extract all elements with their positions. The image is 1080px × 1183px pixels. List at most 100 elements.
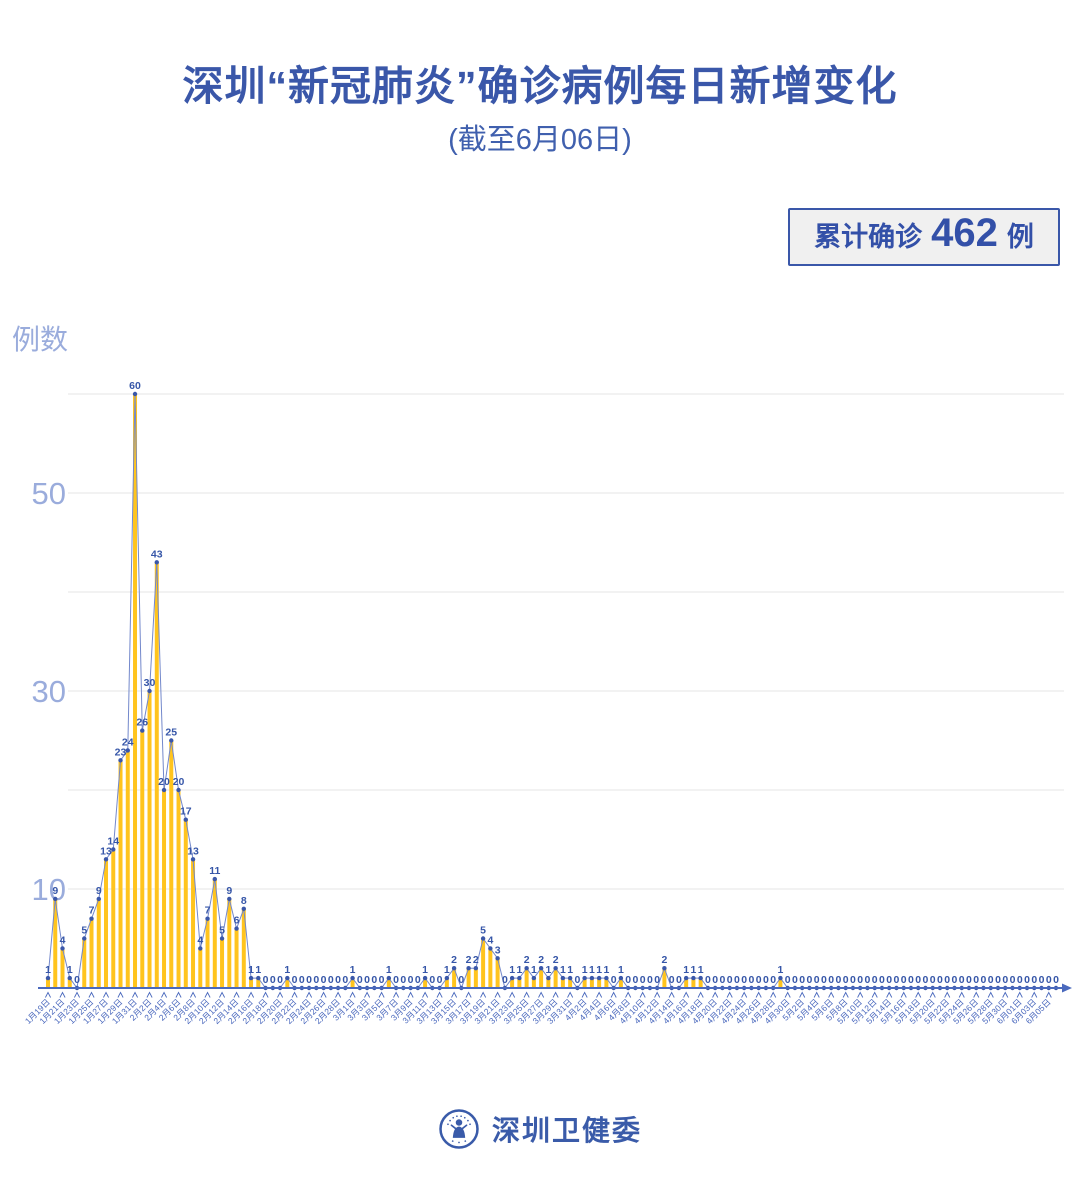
badge-unit: 例 xyxy=(1006,222,1034,252)
svg-text:1: 1 xyxy=(567,964,573,976)
svg-text:0: 0 xyxy=(306,974,312,986)
svg-text:1: 1 xyxy=(255,964,261,976)
svg-text:0: 0 xyxy=(821,974,827,986)
svg-text:0: 0 xyxy=(625,974,631,986)
badge-label: 累计确诊 xyxy=(814,222,923,252)
svg-text:0: 0 xyxy=(415,974,421,986)
svg-text:3: 3 xyxy=(495,944,501,956)
svg-text:7: 7 xyxy=(89,905,95,917)
svg-text:0: 0 xyxy=(705,974,711,986)
svg-text:50: 50 xyxy=(32,476,66,511)
svg-text:9: 9 xyxy=(96,885,102,897)
svg-text:1: 1 xyxy=(516,964,522,976)
svg-text:0: 0 xyxy=(879,974,885,986)
svg-text:30: 30 xyxy=(32,674,66,709)
svg-text:1: 1 xyxy=(618,964,624,976)
svg-text:0: 0 xyxy=(828,974,834,986)
svg-text:0: 0 xyxy=(437,974,443,986)
svg-text:0: 0 xyxy=(364,974,370,986)
svg-text:0: 0 xyxy=(901,974,907,986)
svg-text:0: 0 xyxy=(734,974,740,986)
svg-text:2: 2 xyxy=(451,954,457,966)
svg-text:0: 0 xyxy=(988,974,994,986)
svg-text:0: 0 xyxy=(1017,974,1023,986)
svg-text:0: 0 xyxy=(342,974,348,986)
shenzhen-health-commission-logo-icon xyxy=(439,1109,479,1149)
svg-text:1: 1 xyxy=(683,964,689,976)
svg-text:0: 0 xyxy=(1031,974,1037,986)
svg-text:0: 0 xyxy=(357,974,363,986)
gridlines xyxy=(68,393,1064,890)
svg-text:0: 0 xyxy=(785,974,791,986)
svg-text:0: 0 xyxy=(727,974,733,986)
svg-text:0: 0 xyxy=(574,974,580,986)
svg-text:24: 24 xyxy=(122,736,134,748)
value-labels: 1941057913142324602630432025201713471159… xyxy=(45,380,1059,986)
svg-text:0: 0 xyxy=(400,974,406,986)
svg-text:0: 0 xyxy=(611,974,617,986)
svg-text:13: 13 xyxy=(187,845,199,857)
svg-text:0: 0 xyxy=(843,974,849,986)
svg-text:0: 0 xyxy=(1010,974,1016,986)
svg-text:0: 0 xyxy=(1053,974,1059,986)
svg-text:8: 8 xyxy=(241,895,247,907)
svg-text:0: 0 xyxy=(770,974,776,986)
svg-text:9: 9 xyxy=(52,885,58,897)
svg-text:0: 0 xyxy=(263,974,269,986)
svg-text:1: 1 xyxy=(67,964,73,976)
svg-text:2: 2 xyxy=(473,954,479,966)
svg-text:0: 0 xyxy=(429,974,435,986)
svg-text:0: 0 xyxy=(408,974,414,986)
svg-text:0: 0 xyxy=(836,974,842,986)
footer: 深圳卫健委 xyxy=(0,1108,1080,1150)
svg-text:0: 0 xyxy=(923,974,929,986)
svg-text:0: 0 xyxy=(335,974,341,986)
svg-text:0: 0 xyxy=(669,974,675,986)
svg-text:26: 26 xyxy=(136,717,148,729)
svg-text:1: 1 xyxy=(582,964,588,976)
svg-text:0: 0 xyxy=(74,974,80,986)
svg-text:0: 0 xyxy=(763,974,769,986)
svg-text:4: 4 xyxy=(197,934,203,946)
svg-text:0: 0 xyxy=(850,974,856,986)
svg-text:17: 17 xyxy=(180,806,192,818)
svg-text:5: 5 xyxy=(219,925,225,937)
svg-text:0: 0 xyxy=(995,974,1001,986)
svg-text:1: 1 xyxy=(531,964,537,976)
svg-text:0: 0 xyxy=(807,974,813,986)
svg-text:1: 1 xyxy=(698,964,704,976)
svg-text:20: 20 xyxy=(173,776,185,788)
svg-text:2: 2 xyxy=(553,954,559,966)
svg-text:0: 0 xyxy=(741,974,747,986)
svg-text:0: 0 xyxy=(379,974,385,986)
svg-text:1: 1 xyxy=(284,964,290,976)
svg-text:1: 1 xyxy=(690,964,696,976)
badge-value: 462 xyxy=(931,211,998,255)
svg-text:4: 4 xyxy=(60,934,66,946)
svg-text:0: 0 xyxy=(299,974,305,986)
svg-text:0: 0 xyxy=(458,974,464,986)
svg-text:0: 0 xyxy=(792,974,798,986)
svg-text:0: 0 xyxy=(973,974,979,986)
svg-text:1: 1 xyxy=(603,964,609,976)
svg-text:2: 2 xyxy=(466,954,472,966)
svg-text:5: 5 xyxy=(480,925,486,937)
svg-text:0: 0 xyxy=(277,974,283,986)
svg-text:13: 13 xyxy=(100,845,112,857)
svg-text:1: 1 xyxy=(509,964,515,976)
svg-text:0: 0 xyxy=(944,974,950,986)
page-title: 深圳“新冠肺炎”确诊病例每日新增变化 xyxy=(182,63,898,109)
svg-text:23: 23 xyxy=(115,746,127,758)
y-axis-title: 例数 xyxy=(12,324,69,355)
svg-text:0: 0 xyxy=(857,974,863,986)
svg-text:2: 2 xyxy=(661,954,667,966)
svg-text:14: 14 xyxy=(107,835,119,847)
svg-text:0: 0 xyxy=(908,974,914,986)
svg-text:0: 0 xyxy=(1039,974,1045,986)
svg-text:0: 0 xyxy=(981,974,987,986)
svg-text:1: 1 xyxy=(778,964,784,976)
x-axis-date-labels: 1月19日1月21日1月23日1月25日1月27日1月29日1月31日2月2日2… xyxy=(23,997,1053,1026)
svg-text:25: 25 xyxy=(165,727,177,739)
svg-text:0: 0 xyxy=(1024,974,1030,986)
